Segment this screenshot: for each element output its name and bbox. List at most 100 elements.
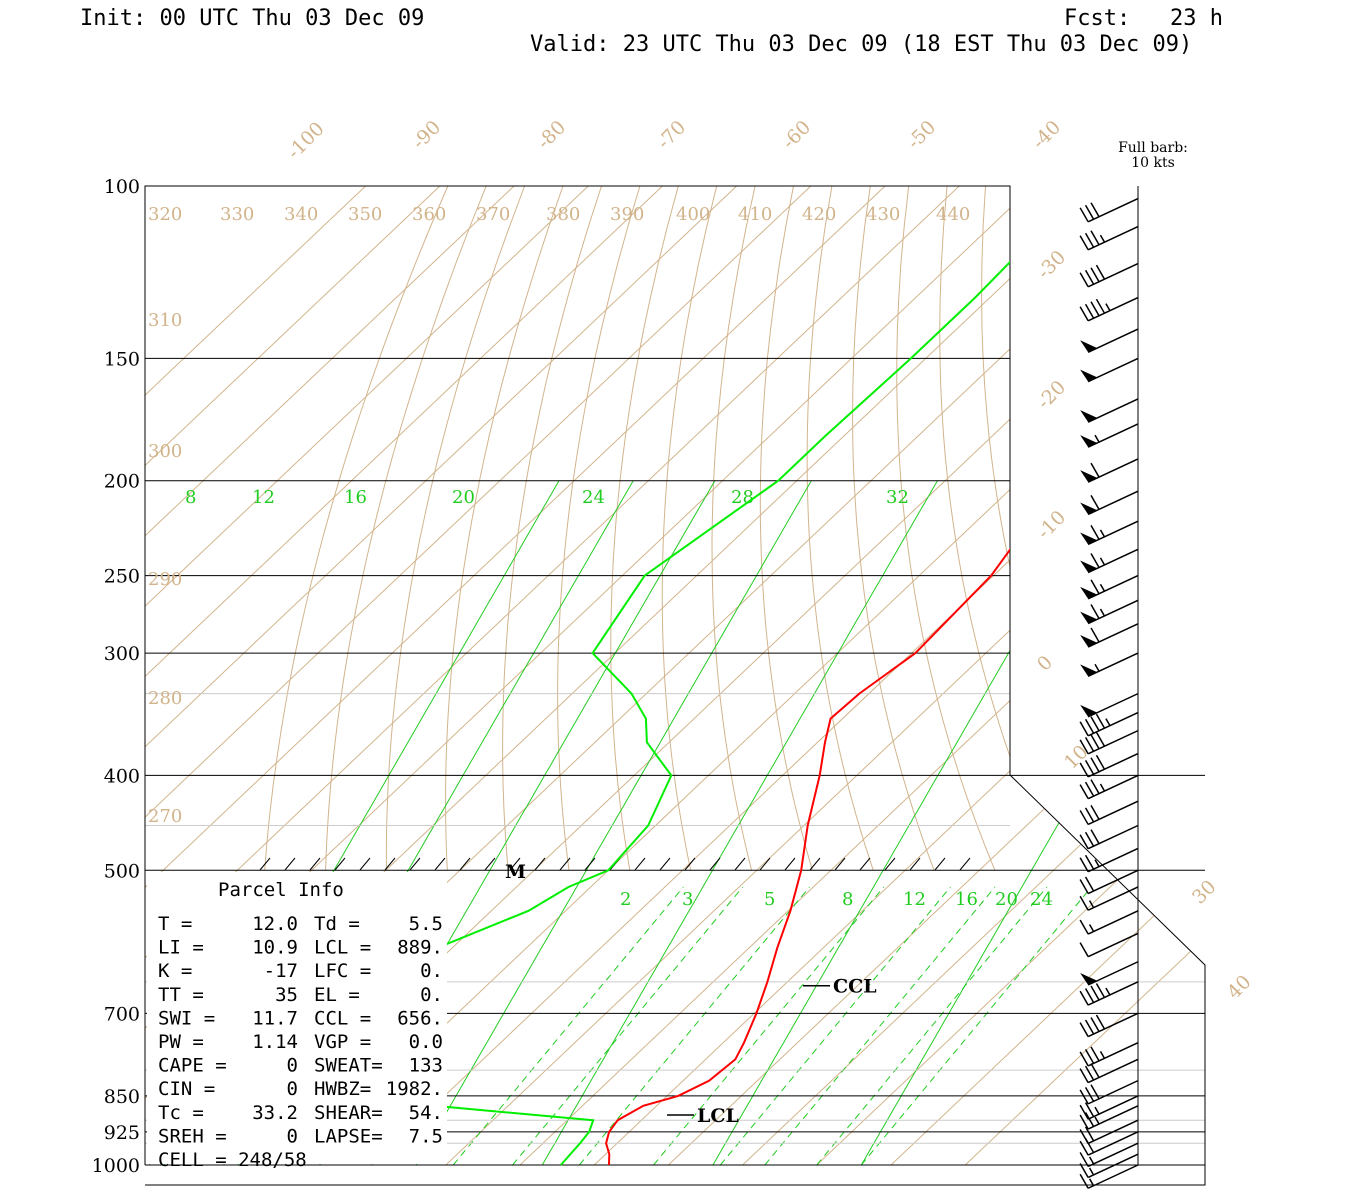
barb-flag [1080,340,1098,353]
dry-adiabat-line [1139,186,1350,1165]
barb-full [1090,579,1100,595]
barb-full [1079,834,1089,850]
barb-full [1084,1112,1095,1127]
parcel-row-value-a: 33.2 [252,1102,298,1124]
barb-note-line2: 10 kts [1131,155,1175,171]
barb-staff [1087,398,1139,423]
parcel-row-value-a: 1.14 [252,1031,298,1053]
hatch-mark [434,857,446,871]
barb-full [1084,736,1095,752]
theta-label: 280 [148,688,182,709]
barb-full [1084,854,1095,870]
barb-full [1079,762,1089,778]
hatch-mark [309,857,321,871]
dry-adiabat-line [1178,186,1350,1165]
dry-adiabat-line [1062,186,1350,1165]
parcel-info-title: Parcel Info [218,879,344,901]
parcel-info-box: Parcel Info T = 12.0 Td = 5.5 LI = 10.9 LCL = 88… [147,872,447,1171]
wind-barb [1080,423,1139,448]
pressure-tick-label: 100 [104,176,140,198]
mixing-ratio-label: 12 [252,487,275,508]
annotation-layer: LCL CCL M [505,861,877,1127]
isotherm-label: -70 [653,116,690,153]
barb-full [1095,731,1106,747]
ccl-label: CCL [833,976,877,998]
isotherm-label: 40 [1223,971,1256,1004]
barb-half [1105,987,1111,996]
parcel-row-value-a: 12.0 [252,913,298,935]
isotherm-label: -50 [903,116,940,153]
wind-barb [1080,398,1139,423]
isotherm-line [890,186,1205,1166]
barb-staff [1087,847,1139,873]
barb-full [1090,230,1100,246]
barb-full [1079,207,1089,223]
barb-full [1095,754,1106,770]
mixing-ratio-dashed-line [653,886,885,1166]
barb-full [1079,1140,1089,1156]
mixing-ratio-label: 28 [731,487,754,508]
barb-full [1090,985,1100,1001]
barb-full [1084,1049,1095,1064]
wind-barb [1080,520,1139,546]
parcel-row-label-b: Td = [314,913,360,935]
theta-label: 310 [148,310,182,331]
wind-barb [1080,599,1139,625]
parcel-row-label-a: T = [158,913,192,935]
mixing-ratio-label: 24 [582,487,605,508]
pressure-tick-label: 925 [104,1122,140,1144]
mixing-ratio-dashed-line [764,886,996,1166]
barb-full [1079,990,1089,1006]
barb-full [1079,1104,1089,1120]
barb-full [1079,1068,1089,1083]
barb-staff [1087,197,1139,223]
theta-label: 400 [676,204,710,225]
isotherm-label: 0 [1033,651,1057,675]
parcel-row-label-b: LFC = [314,960,371,982]
hatch-mark [809,857,821,871]
theta-label: 380 [546,204,580,225]
wind-barb [1080,328,1139,353]
hatch-mark [484,857,496,871]
barb-staff [1087,1095,1139,1120]
hatch-mark [684,857,696,871]
parcel-row-label-a: TT = [158,984,204,1006]
barb-full [1090,604,1100,619]
hatch-mark [859,857,871,871]
barb-staff [1087,774,1139,800]
barb-full [1090,1017,1100,1032]
pressure-tick-label: 150 [104,348,140,370]
isotherm-label: -100 [283,118,329,164]
barb-staff [1087,692,1139,718]
parcel-row-label-a: LI = [158,937,204,959]
wind-barb [1079,729,1139,755]
barb-half [1105,718,1111,726]
mixing-ratio-line [541,480,938,1166]
barb-full [1090,1084,1100,1100]
barb-flag [1080,611,1098,624]
wind-barb [1079,1105,1139,1130]
barb-full [1084,232,1095,248]
parcel-row-label-b: SHEAR= [314,1102,383,1124]
wind-barb [1079,1058,1139,1084]
theta-label: 410 [738,204,772,225]
mixing-ratio-dashed-line [452,886,684,1166]
barb-full [1084,1019,1095,1035]
barb-full [1084,988,1095,1003]
hatch-mark [759,857,771,871]
barb-staff [1087,423,1139,448]
wind-barb [1079,800,1139,826]
wind-barb [1079,1153,1139,1179]
barb-staff [1087,1105,1139,1130]
parcel-row-value-b: 0. [420,960,443,982]
barb-staff [1087,886,1139,911]
pressure-tick-label: 400 [104,765,140,787]
parcel-row-label-a: K = [158,960,192,982]
parcel-row-label-b: LCL = [314,937,371,959]
wind-barb [1079,1079,1139,1105]
barb-full [1079,1051,1089,1067]
hatch-mark [959,857,971,871]
barb-flag [1080,470,1098,483]
wind-barb [1080,574,1139,600]
barb-note-line1: Full barb: [1118,140,1188,156]
